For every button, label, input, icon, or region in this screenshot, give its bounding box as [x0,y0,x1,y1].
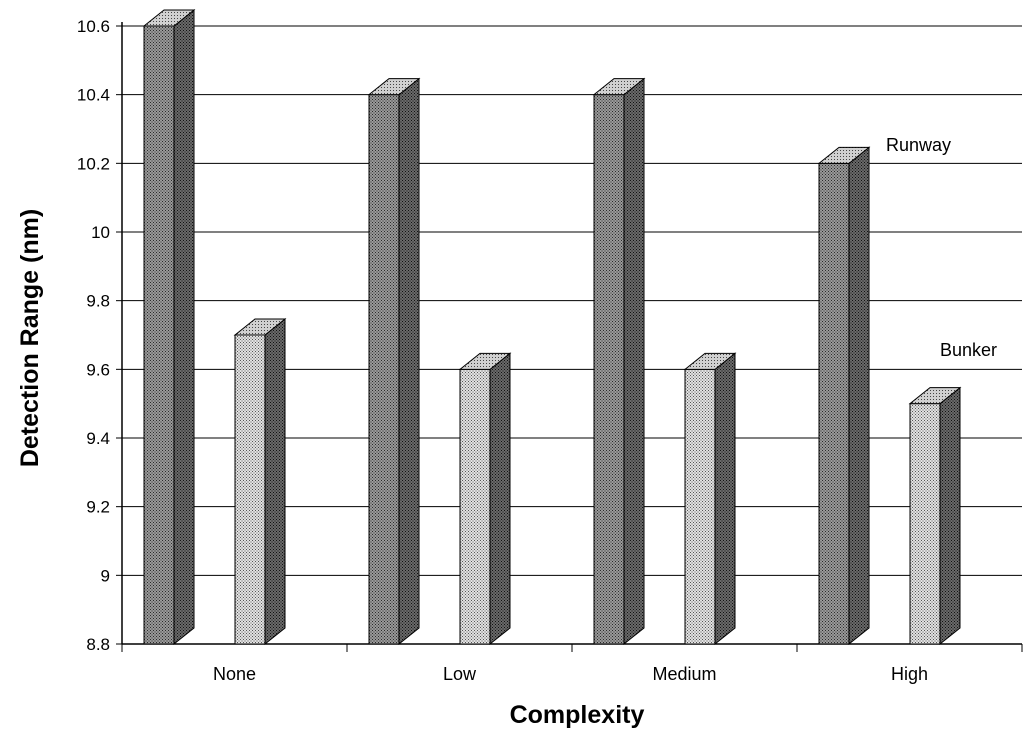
bar-runway [817,146,871,646]
bar-side [398,77,420,646]
bar-front [684,368,716,645]
bar-bunker [683,352,737,646]
bar-top [683,352,737,370]
x-tick-label: None [213,664,256,684]
bars [142,8,962,646]
y-tick-label: 10.4 [77,86,110,105]
bar-top [233,318,287,336]
x-axis-title: Complexity [510,701,645,729]
bar-front [368,94,400,645]
bar-runway [142,8,196,646]
bar-bunker [908,386,962,646]
bar-front [818,162,850,645]
x-tick-label: High [891,664,928,684]
y-tick-label: 10.2 [77,154,110,173]
bar-side [264,317,286,646]
y-tick-label: 8.8 [86,635,110,654]
bar-top [142,9,196,27]
y-axis-title: Detection Range (nm) [16,209,44,467]
bar-side [623,77,645,646]
bar-front [234,334,266,645]
bar-side [714,352,736,646]
bar-bunker [233,317,287,646]
y-tick-label: 9.2 [86,498,110,517]
labels: 8.8 9 9.2 9.4 9.6 9.8 10 10.2 10.4 10.6 None Low Med… [77,17,997,684]
bar-front [909,403,941,645]
bar-top [817,146,871,164]
series-label-bunker: Bunker [940,340,997,360]
bar-front [459,368,491,645]
bar-runway [592,77,646,646]
y-tick-label: 9.8 [86,292,110,311]
y-tick-label: 10 [91,223,110,242]
bar-top [592,78,646,96]
bar-top [908,387,962,405]
x-tick-label: Low [443,664,477,684]
bar-top [367,78,421,96]
bar-side [173,8,195,646]
bar-front [593,94,625,645]
bar-side [939,386,961,646]
y-tick-label: 9.6 [86,360,110,379]
y-tick-label: 10.6 [77,17,110,36]
bar-top [458,352,512,370]
y-tick-label: 9 [101,566,110,585]
bar-side [848,146,870,646]
axes [116,22,1023,652]
bar-front [143,25,175,645]
bar-bunker [458,352,512,646]
series-label-runway: Runway [886,135,951,155]
y-tick-label: 9.4 [86,429,110,448]
x-tick-label: Medium [652,664,716,684]
bar-side [489,352,511,646]
bar-runway [367,77,421,646]
